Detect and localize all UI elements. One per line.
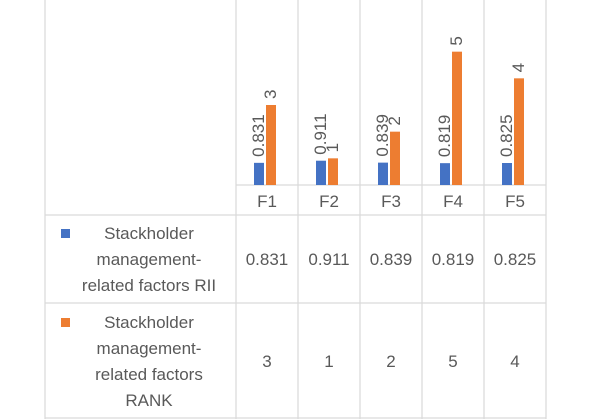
data-label-rank-F2: 1 <box>323 143 342 152</box>
table-cell-rank-F3: 2 <box>386 352 395 371</box>
data-label-rank-F5: 4 <box>509 63 528 72</box>
bar-rii-F2 <box>316 160 326 185</box>
legend-label-rii-line-1: management- <box>97 250 202 269</box>
table-cell-rank-F5: 4 <box>510 352 519 371</box>
category-label-F4: F4 <box>443 192 463 211</box>
bar-rii-F5 <box>502 163 512 185</box>
table-cell-rii-F1: 0.831 <box>246 250 289 269</box>
table-cell-rii-F5: 0.825 <box>494 250 537 269</box>
bar-rii-F1 <box>254 162 264 185</box>
data-label-rii-F2: 0.911 <box>311 113 330 154</box>
legend-label-rank-line-3: RANK <box>125 391 173 410</box>
category-label-F2: F2 <box>319 192 339 211</box>
legend-key-rii <box>61 229 70 238</box>
data-label-rii-F5: 0.825 <box>497 114 516 157</box>
bar-rii-F4 <box>440 163 450 185</box>
legend-label-rank-line-1: management- <box>97 339 202 358</box>
bar-rank-F2 <box>328 158 338 185</box>
bar-rank-F4 <box>452 51 462 185</box>
data-label-rank-F1: 3 <box>261 90 280 99</box>
bar-rank-F3 <box>390 131 400 185</box>
legend-label-rii-line-2: related factors RII <box>82 276 216 295</box>
data-label-rank-F4: 5 <box>447 36 466 45</box>
table-cell-rank-F2: 1 <box>324 352 333 371</box>
legend-key-rank <box>61 318 70 327</box>
data-label-rii-F3: 0.839 <box>373 114 392 157</box>
bar-rank-F1 <box>266 105 276 185</box>
data-label-rii-F4: 0.819 <box>435 115 454 158</box>
legend-label-rank-line-0: Stackholder <box>104 313 194 332</box>
table-cell-rank-F4: 5 <box>448 352 457 371</box>
table-cell-rii-F4: 0.819 <box>432 250 475 269</box>
table-cell-rii-F2: 0.911 <box>308 250 349 269</box>
table-cell-rii-F3: 0.839 <box>370 250 413 269</box>
data-label-rank-F3: 2 <box>385 116 404 125</box>
bar-rii-F3 <box>378 162 388 185</box>
legend-label-rank-line-2: related factors <box>95 365 203 384</box>
category-label-F5: F5 <box>505 192 525 211</box>
category-label-F1: F1 <box>257 192 277 211</box>
category-label-F3: F3 <box>381 192 401 211</box>
bar-rank-F5 <box>514 78 524 185</box>
data-label-rii-F1: 0.831 <box>249 114 268 157</box>
table-cell-rank-F1: 3 <box>262 352 271 371</box>
legend-label-rii-line-0: Stackholder <box>104 224 194 243</box>
